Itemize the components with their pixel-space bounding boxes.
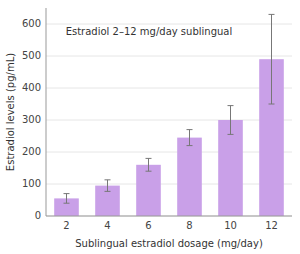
chart: 0 100 200 300 400 500 600 2 4 6 8 10 12Sublingual es…: [0, 0, 300, 254]
error-bar: [146, 158, 152, 171]
y-tick-label: 0: [35, 210, 41, 221]
error-cap: [187, 145, 193, 146]
error-stem: [271, 14, 272, 104]
grid-line: [46, 184, 292, 185]
error-stem: [66, 194, 67, 204]
x-tick-label: 12: [265, 220, 278, 231]
error-cap: [228, 134, 234, 135]
chart-container: 0 100 200 300 400 500 600 2 4 6 8 10 12Sublingual es…: [0, 0, 300, 254]
grid-line: [46, 120, 292, 121]
error-bar: [228, 106, 234, 135]
error-cap: [105, 191, 111, 192]
x-axis-label: Sublingual estradiol dosage (mg/day): [75, 238, 263, 249]
x-tick-label: 8: [186, 220, 192, 231]
grid-line: [46, 56, 292, 57]
grid-line: [46, 24, 292, 25]
error-stem: [189, 130, 190, 146]
error-cap: [146, 171, 152, 172]
y-tick-label: 100: [22, 178, 41, 189]
x-tick-label: 4: [104, 220, 110, 231]
grid-line: [46, 216, 292, 217]
error-stem: [230, 106, 231, 135]
grid-line: [46, 152, 292, 153]
error-cap: [269, 14, 275, 15]
error-cap: [64, 193, 70, 194]
error-stem: [148, 158, 149, 171]
bar: [177, 138, 202, 216]
error-bar: [187, 130, 193, 146]
bar: [136, 165, 161, 216]
error-cap: [187, 129, 193, 130]
y-tick-label: 500: [22, 50, 41, 61]
bars: [54, 14, 284, 216]
y-tick-label: 200: [22, 146, 41, 157]
error-cap: [269, 104, 275, 105]
error-cap: [105, 179, 111, 180]
y-axis-line: [46, 8, 47, 216]
error-bar: [269, 14, 275, 104]
error-cap: [228, 105, 234, 106]
bar: [218, 120, 243, 216]
y-tick-label: 300: [22, 114, 41, 125]
error-stem: [107, 180, 108, 192]
y-axis-label: Estradiol levels (pg/mL): [5, 53, 16, 171]
grid-line: [46, 88, 292, 89]
title: Estradiol 2–12 mg/day sublingual: [66, 26, 233, 37]
x-tick-label: 10: [224, 220, 237, 231]
error-cap: [64, 203, 70, 204]
y-tick-label: 600: [22, 18, 41, 29]
error-bar: [64, 194, 70, 204]
error-bar: [105, 180, 111, 192]
x-tick-label: 6: [145, 220, 151, 231]
y-tick-label: 400: [22, 82, 41, 93]
error-cap: [146, 158, 152, 159]
x-tick-label: 2: [63, 220, 69, 231]
x-axis-line: [46, 216, 292, 217]
